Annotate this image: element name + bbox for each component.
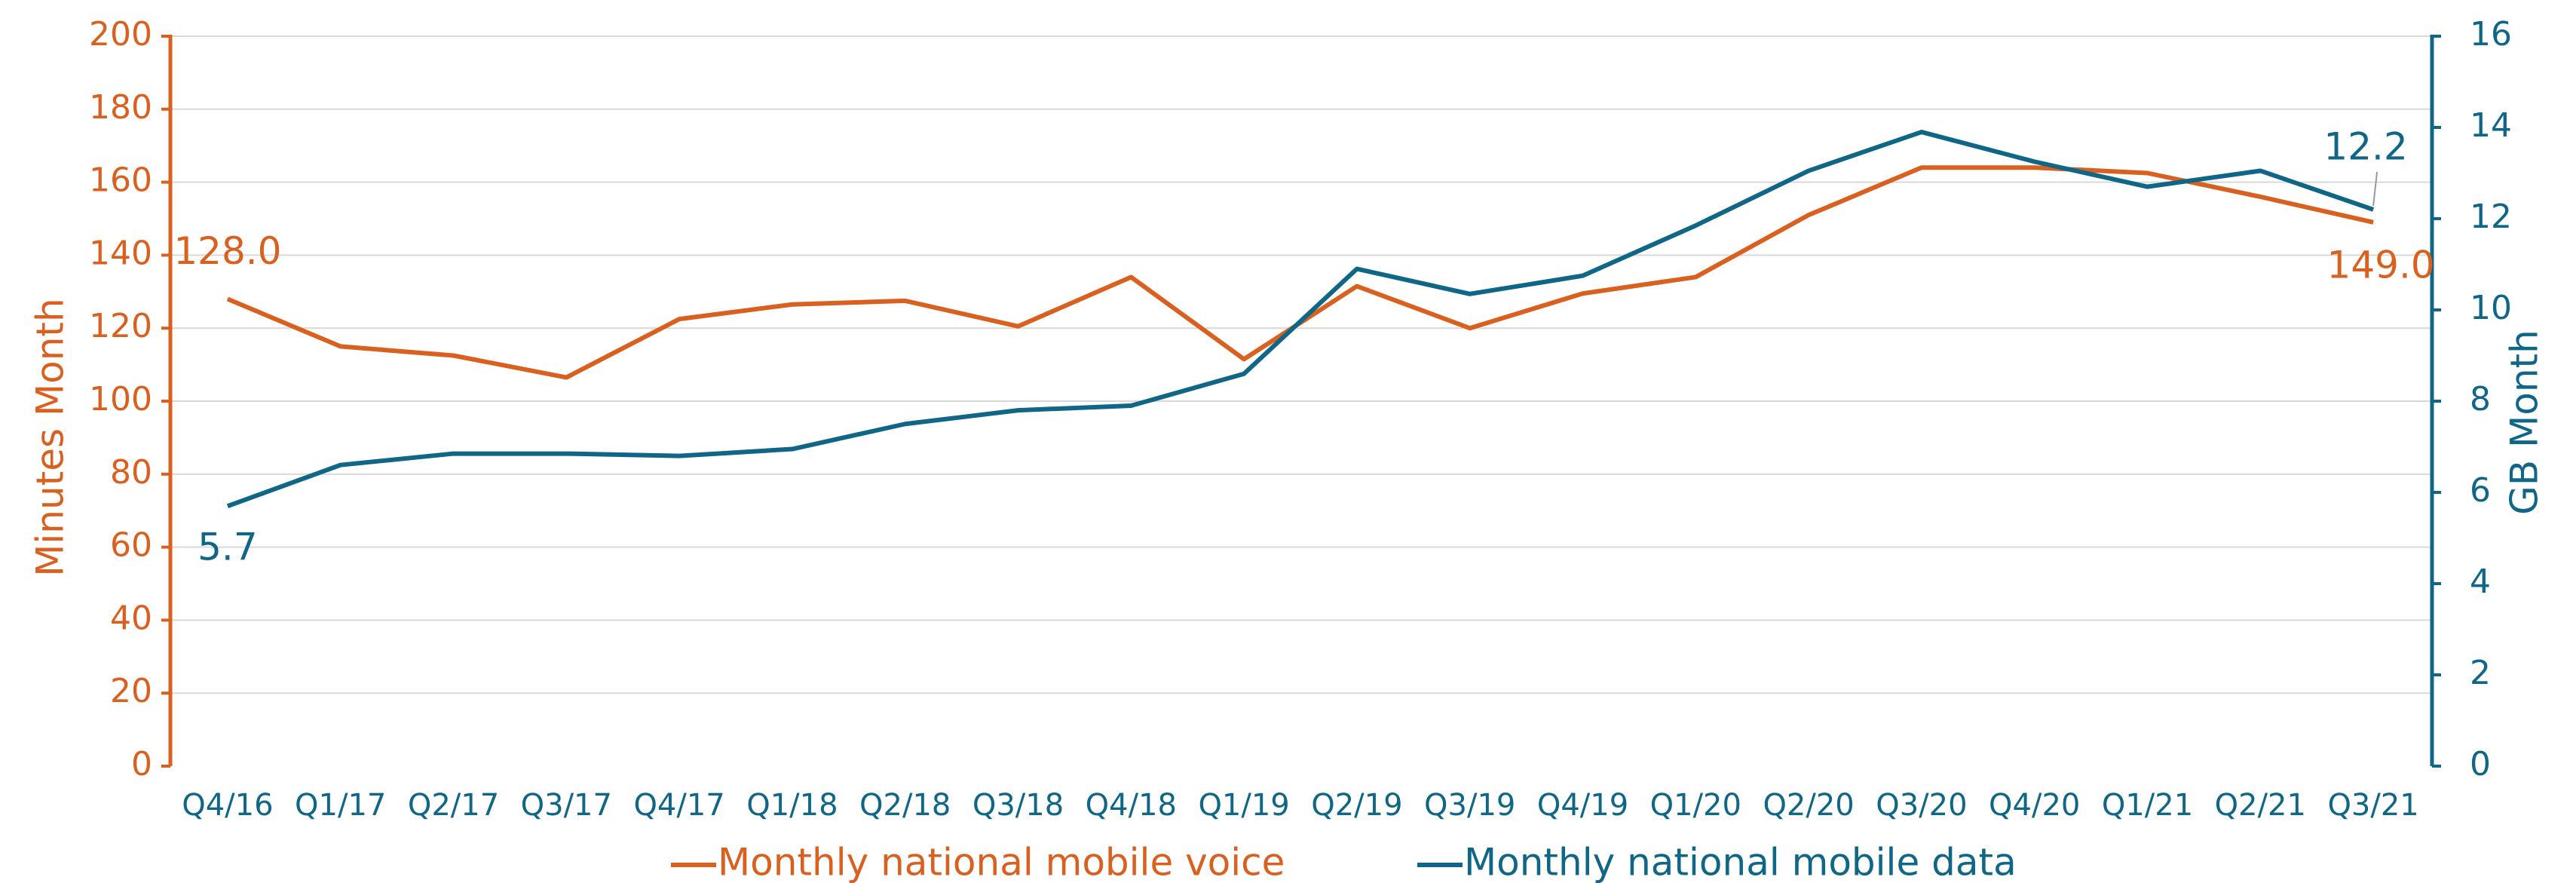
x-tick-label: Q4/19 bbox=[1537, 788, 1628, 823]
x-tick-label: Q2/17 bbox=[408, 788, 499, 823]
x-tick-label: Q3/17 bbox=[521, 788, 612, 823]
data-label: 128.0 bbox=[173, 229, 281, 273]
y-tick-label: 40 bbox=[110, 599, 152, 637]
leader-line bbox=[2372, 171, 2378, 207]
y-tick-label: 200 bbox=[89, 15, 152, 54]
x-tick-label: Q1/17 bbox=[295, 788, 386, 823]
y-tick-label: 20 bbox=[110, 672, 152, 710]
legend-label: Monthly national mobile voice bbox=[718, 841, 1285, 883]
y-tick-label: 60 bbox=[110, 526, 152, 565]
y2-tick-label: 4 bbox=[2470, 563, 2491, 601]
x-tick-label: Q1/19 bbox=[1198, 788, 1289, 823]
y-tick-label: 140 bbox=[89, 234, 152, 272]
x-tick-label: Q2/20 bbox=[1763, 788, 1854, 823]
legend-label: Monthly national mobile data bbox=[1464, 841, 2017, 883]
y2-tick-label: 6 bbox=[2470, 471, 2491, 510]
x-tick-label: Q1/20 bbox=[1650, 788, 1741, 823]
x-tick-label: Q2/19 bbox=[1311, 788, 1402, 823]
data-label: 149.0 bbox=[2327, 243, 2435, 287]
y2-tick-label: 14 bbox=[2470, 106, 2512, 145]
x-tick-label: Q4/20 bbox=[1989, 788, 2080, 823]
data-label: 5.7 bbox=[198, 526, 258, 569]
x-tick-label: Q4/17 bbox=[633, 788, 724, 823]
y2-tick-label: 8 bbox=[2470, 380, 2491, 419]
x-tick-label: Q3/18 bbox=[973, 788, 1064, 823]
y-tick-label: 0 bbox=[131, 745, 152, 783]
x-tick-label: Q1/21 bbox=[2102, 788, 2193, 823]
y2-tick-label: 16 bbox=[2470, 15, 2512, 54]
y2-tick-label: 0 bbox=[2470, 745, 2491, 783]
x-tick-label: Q2/21 bbox=[2215, 788, 2306, 823]
x-tick-label: Q4/18 bbox=[1086, 788, 1177, 823]
y-axis-label: Minutes Month bbox=[29, 298, 72, 576]
series-line bbox=[226, 130, 2375, 508]
x-tick-label: Q3/19 bbox=[1424, 788, 1515, 823]
y-tick-label: 100 bbox=[89, 380, 152, 419]
y-tick-label: 160 bbox=[89, 161, 152, 200]
y-tick-label: 180 bbox=[89, 88, 152, 127]
y-tick-label: 80 bbox=[110, 453, 152, 492]
y2-tick-label: 2 bbox=[2470, 654, 2491, 692]
y2-tick-label: 10 bbox=[2470, 289, 2512, 327]
x-tick-label: Q2/18 bbox=[859, 788, 951, 823]
x-tick-label: Q3/20 bbox=[1876, 788, 1967, 823]
y2-tick-label: 12 bbox=[2470, 198, 2512, 236]
y2-axis-label: GB Month bbox=[2503, 330, 2547, 515]
x-tick-label: Q4/16 bbox=[182, 788, 273, 823]
x-tick-label: Q3/21 bbox=[2327, 788, 2418, 823]
y-tick-label: 120 bbox=[89, 307, 152, 345]
data-label: 12.2 bbox=[2323, 124, 2407, 168]
series-line bbox=[226, 165, 2374, 380]
x-tick-label: Q1/18 bbox=[746, 788, 838, 823]
